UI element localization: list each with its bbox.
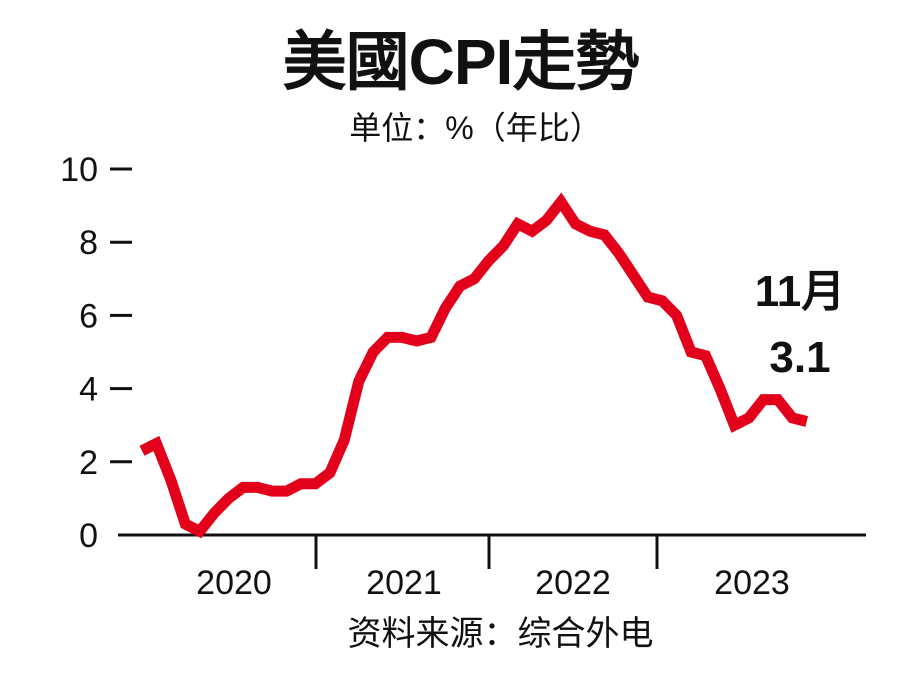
y-tick-label: 6 [79,297,98,335]
y-tick-label: 0 [79,517,98,555]
x-axis: 2020 2021 2022 2023 [118,533,866,602]
y-tick-label: 4 [79,371,98,409]
x-tick-label: 2023 [714,564,790,602]
chart-subtitle: 单位：%（年比） [349,110,602,146]
annotation-value: 3.1 [769,333,830,382]
y-axis: 0 2 4 6 8 10 [60,151,132,555]
cpi-line-series [139,192,809,539]
y-tick-label: 8 [79,224,98,262]
source-note: 资料来源：综合外电 [347,615,654,653]
x-tick-label: 2021 [366,564,442,602]
chart-title: 美國CPI走勢 [282,26,640,98]
x-tick-label: 2022 [535,564,611,602]
x-tick-label: 2020 [196,564,272,602]
y-tick-label: 2 [79,444,98,482]
annotation-month: 11月 [755,267,846,316]
y-tick-label: 10 [60,151,98,189]
